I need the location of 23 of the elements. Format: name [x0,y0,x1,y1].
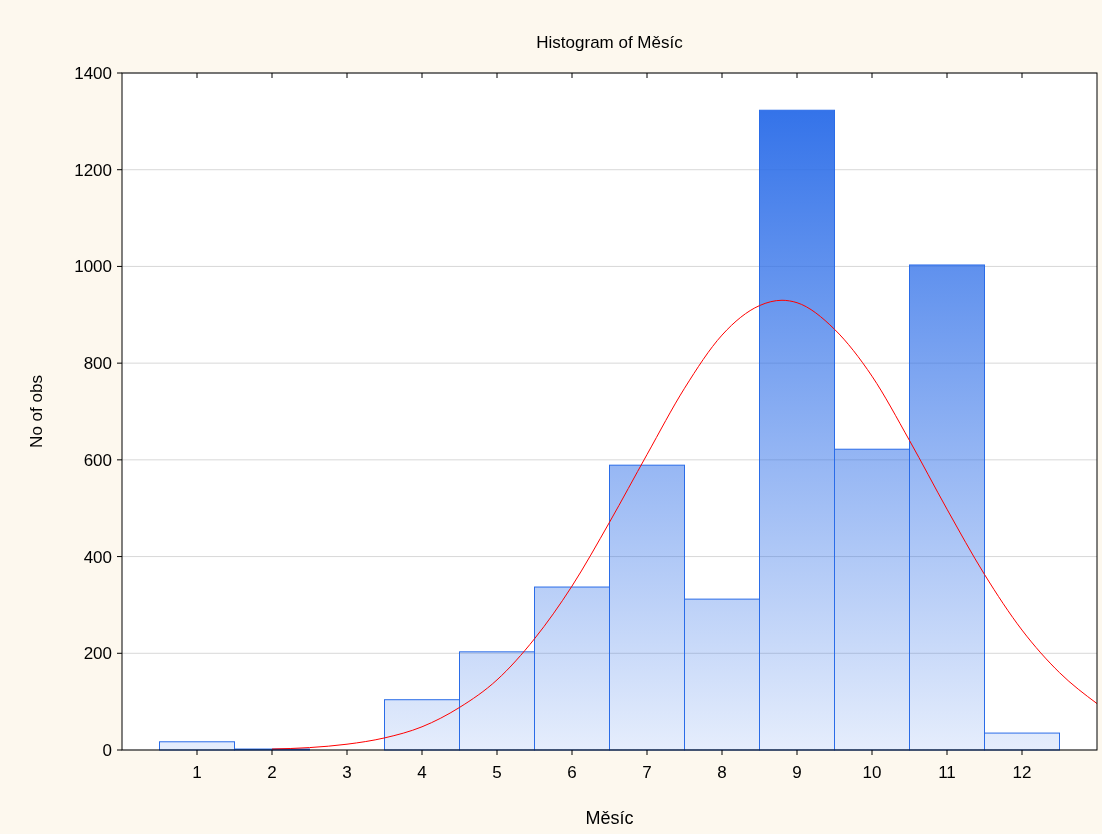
y-tick-label: 600 [83,450,112,470]
x-tick-label: 1 [192,763,202,782]
x-tick-label: 6 [567,763,577,782]
y-tick-label: 1400 [74,64,112,83]
y-tick-label: 1000 [74,257,112,277]
x-tick-label: 2 [267,763,277,782]
x-tick-label: 9 [792,763,802,782]
x-tick-label: 5 [492,763,502,782]
x-tick-label: 12 [1012,763,1032,782]
x-axis-title: Měsíc [585,808,634,828]
y-tick-label: 400 [83,547,112,567]
y-axis-title: No of obs [27,375,46,448]
chart-title: Histogram of Měsíc [536,33,684,52]
x-tick-label: 4 [417,763,427,782]
y-tick-label: 1200 [74,160,112,180]
y-tick-label: 200 [83,644,112,664]
x-tick-label: 8 [717,763,727,782]
x-tick-label: 10 [862,763,882,782]
y-tick-label: 0 [102,741,112,760]
x-tick-label: 11 [938,763,956,782]
x-tick-label: 3 [342,763,352,782]
y-tick-label: 800 [83,354,112,374]
x-tick-label: 7 [642,763,652,782]
